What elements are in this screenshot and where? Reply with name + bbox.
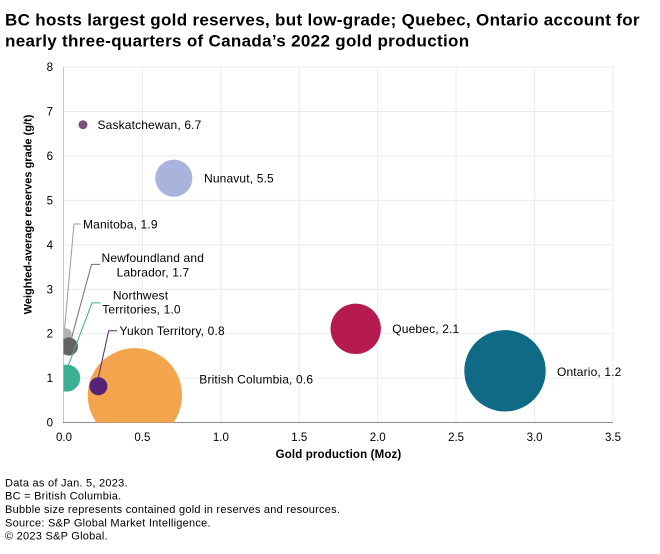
svg-text:2.5: 2.5 [448, 432, 464, 444]
svg-text:0.0: 0.0 [56, 432, 72, 444]
svg-text:Labrador, 1.7: Labrador, 1.7 [117, 265, 190, 279]
svg-text:5: 5 [47, 196, 53, 208]
svg-text:7: 7 [47, 107, 53, 119]
svg-text:Newfoundland and: Newfoundland and [102, 251, 204, 265]
svg-text:nearly three-quarters of Canad: nearly three-quarters of Canada’s 2022 g… [5, 31, 469, 50]
svg-text:Source: S&P Global Market Inte: Source: S&P Global Market Intelligence. [5, 517, 211, 529]
svg-text:Ontario, 1.2: Ontario, 1.2 [557, 365, 622, 379]
svg-text:Quebec, 2.1: Quebec, 2.1 [392, 322, 459, 336]
svg-text:British Columbia, 0.6: British Columbia, 0.6 [199, 373, 313, 387]
svg-text:6: 6 [47, 151, 53, 163]
svg-text:Nunavut, 5.5: Nunavut, 5.5 [204, 171, 274, 185]
svg-text:8: 8 [47, 62, 53, 74]
svg-text:0: 0 [47, 418, 53, 430]
svg-text:Territories, 1.0: Territories, 1.0 [102, 302, 181, 316]
svg-text:1.5: 1.5 [291, 432, 307, 444]
svg-text:2.0: 2.0 [370, 432, 386, 444]
svg-text:2: 2 [47, 329, 53, 341]
svg-text:© 2023 S&P Global.: © 2023 S&P Global. [5, 531, 108, 543]
svg-text:3.0: 3.0 [527, 432, 543, 444]
svg-text:Manitoba, 1.9: Manitoba, 1.9 [83, 217, 158, 231]
svg-text:3.5: 3.5 [605, 432, 621, 444]
svg-text:4: 4 [47, 240, 54, 252]
svg-text:Northwest: Northwest [113, 288, 169, 302]
svg-text:Yukon Territory, 0.8: Yukon Territory, 0.8 [120, 324, 225, 338]
svg-text:0.5: 0.5 [134, 432, 150, 444]
svg-text:1.0: 1.0 [213, 432, 229, 444]
svg-text:BC = British Columbia.: BC = British Columbia. [5, 491, 121, 503]
svg-text:Gold production (Moz): Gold production (Moz) [276, 449, 402, 461]
svg-text:Saskatchewan, 6.7: Saskatchewan, 6.7 [98, 118, 202, 132]
svg-text:3: 3 [47, 284, 53, 296]
svg-text:Weighted-average reserves grad: Weighted-average reserves grade (g/t) [23, 114, 35, 314]
svg-text:Data as of Jan. 5, 2023.: Data as of Jan. 5, 2023. [5, 477, 128, 489]
svg-text:1: 1 [47, 373, 53, 385]
svg-text:BC hosts largest gold reserves: BC hosts largest gold reserves, but low-… [5, 10, 640, 29]
svg-text:Bubble size represents contain: Bubble size represents contained gold in… [5, 504, 340, 516]
